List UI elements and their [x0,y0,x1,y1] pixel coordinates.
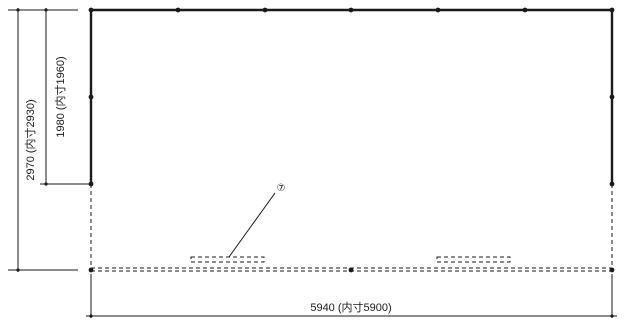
left-dimension-ticks [16,8,48,272]
bottom-dimension-group [86,274,617,318]
post-dot [88,267,94,273]
post-dot [175,7,181,13]
post-dot [88,94,94,100]
dim-tick [610,314,614,318]
dim-tick [16,8,20,12]
total-height-label: 2970 (内寸2930) [23,99,37,180]
upper-height-label: 1980 (内寸1960) [53,56,67,137]
callout-number: ⑦ [277,183,286,194]
solid-walls [89,8,614,184]
post-dot [348,7,354,13]
callout-leader [228,192,276,258]
post-dot [609,181,615,187]
dim-tick [16,268,20,272]
dim-tick [89,314,93,318]
left-dimension-group [8,8,92,272]
post-dot [522,7,528,13]
post-dot [609,7,615,13]
callout-group: ⑦ [228,183,286,258]
post-dot [348,267,354,273]
dim-tick [44,8,48,12]
bottom-dimension-ticks [89,314,614,318]
post-dot [609,94,615,100]
dashed-openings [90,184,613,272]
width-label: 5940 (内寸5900) [310,300,391,314]
posts [88,7,615,273]
post-dot [262,7,268,13]
post-dot [88,181,94,187]
opening-marker-left [190,256,265,263]
post-dot [88,7,94,13]
post-dot [435,7,441,13]
post-dot [609,267,615,273]
dim-tick [44,182,48,186]
opening-marker-right [436,256,511,263]
